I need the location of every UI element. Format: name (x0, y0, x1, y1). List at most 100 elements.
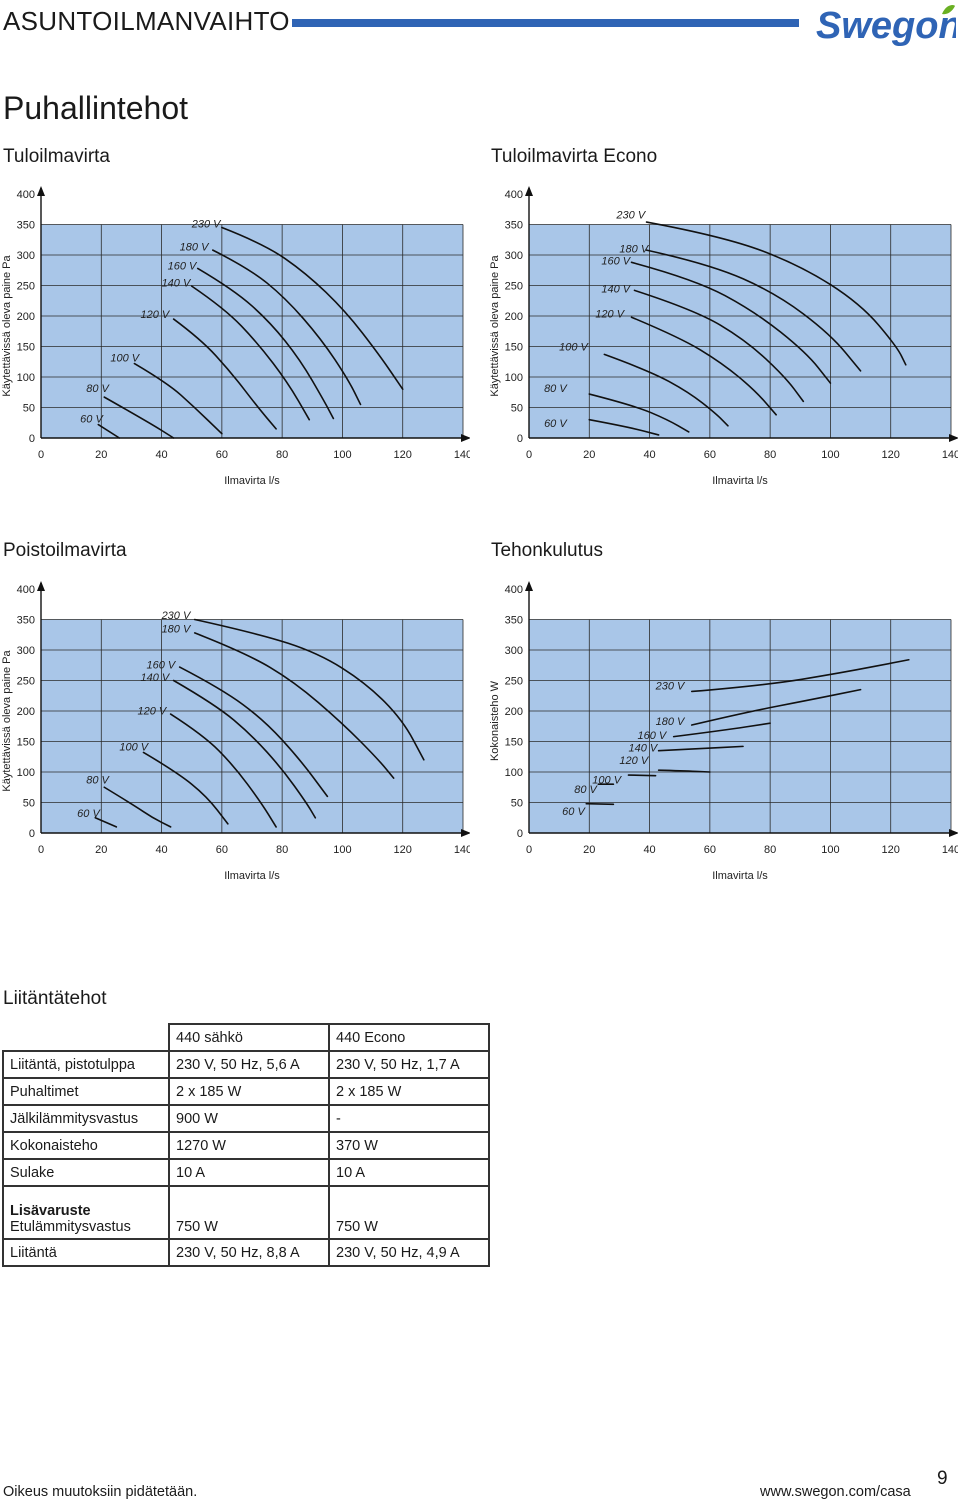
table-header-cell (3, 1024, 169, 1052)
series-label: 100 V (592, 774, 622, 786)
table-cell: 1270 W (168, 1132, 329, 1160)
y-tick-label: 350 (17, 615, 35, 627)
x-tick-label: 80 (276, 449, 288, 461)
x-tick-label: 140 (942, 844, 958, 856)
series-label: 230 V (161, 610, 192, 622)
series-line (603, 353, 729, 427)
footer-website-link[interactable]: www.swegon.com/casa (760, 1484, 911, 1500)
series-line (97, 423, 121, 439)
chart-supply-econo: 0 50 100 150 200 250 300 350 400 0 20 40 60 80 100 120 1… (488, 182, 960, 489)
x-tick-label: 120 (882, 844, 900, 856)
y-tick-label: 300 (17, 250, 35, 262)
x-axis-label: Ilmavirta l/s (224, 870, 280, 879)
x-tick-label: 60 (216, 449, 228, 461)
y-axis-label: Käytettävissä oleva paine Pa (1, 649, 13, 791)
x-tick-label: 100 (333, 449, 351, 461)
series-line (212, 249, 362, 406)
y-axis-arrow (525, 581, 533, 591)
y-tick-label: 0 (517, 433, 523, 445)
table-row: Liitäntä 230 V, 50 Hz, 8,8 A 230 V, 50 H… (2, 1239, 490, 1267)
table-cell: 2 x 185 W (168, 1078, 329, 1106)
series-line (630, 316, 777, 416)
x-axis-arrow (461, 829, 471, 837)
chart-exhaust: 0 50 100 150 200 250 300 350 400 0 20 40 60 80 100 120 1… (0, 577, 472, 884)
x-tick-label: 140 (454, 844, 470, 856)
plot-area (41, 619, 463, 833)
plot-area (529, 619, 951, 833)
y-tick-label: 150 (505, 342, 523, 354)
page-title: Puhallintehot (3, 90, 189, 126)
chart-supply-econo-svg: 0 50 100 150 200 250 300 350 400 0 20 40 60 80 100 120 1… (489, 186, 960, 487)
x-tick-label: 20 (583, 449, 595, 461)
x-tick-label: 140 (454, 449, 470, 461)
series-line (690, 658, 910, 693)
table-cell: 230 V, 50 Hz, 5,6 A (168, 1051, 329, 1079)
y-tick-label: 50 (23, 798, 35, 810)
series-label: 180 V (619, 243, 649, 255)
x-tick-label: 20 (583, 844, 595, 856)
table-cell-label: Jälkilämmitysvastus (2, 1105, 169, 1133)
x-tick-label: 60 (216, 844, 228, 856)
y-axis-label: Käytettävissä oleva paine Pa (489, 254, 501, 396)
chart-exhaust-svg: 0 50 100 150 200 250 300 350 400 0 20 40 60 80 100 120 1… (1, 581, 472, 882)
series-label: 60 V (562, 806, 586, 818)
series-line (630, 261, 832, 384)
y-tick-label: 100 (17, 767, 35, 779)
y-tick-label: 200 (17, 706, 35, 718)
series-label: 140 V (628, 743, 658, 755)
y-tick-label: 300 (505, 250, 523, 262)
series-label: 60 V (544, 418, 568, 430)
series-label: 230 V (615, 210, 646, 222)
x-tick-label: 120 (394, 844, 412, 856)
y-tick-label: 150 (505, 737, 523, 749)
x-tick-label: 20 (95, 844, 107, 856)
y-tick-label: 400 (17, 584, 35, 596)
series-line (221, 226, 404, 390)
series-label: 120 V (619, 755, 649, 767)
series-label: 120 V (140, 309, 170, 321)
y-axis-arrow (37, 186, 45, 196)
accessory-heading: Lisävaruste (10, 1203, 91, 1219)
leaf-icon (942, 4, 955, 15)
x-tick-label: 60 (704, 844, 716, 856)
table-row: Lisävaruste Etulämmitysvastus 750 W 750 … (2, 1186, 490, 1240)
table-row: Puhaltimet 2 x 185 W 2 x 185 W (2, 1078, 490, 1106)
x-tick-label: 140 (942, 449, 958, 461)
series-label: 160 V (638, 730, 668, 742)
header-title: ASUNTOILMANVAIHTO (3, 6, 290, 36)
series-line (172, 679, 317, 819)
y-axis-label: Kokonaisteho W (489, 680, 501, 761)
y-tick-label: 150 (17, 342, 35, 354)
series-line (690, 688, 862, 726)
accessory-label: Etulämmitysvastus (10, 1219, 131, 1235)
series-line (633, 289, 805, 403)
table-header-cell: 440 sähkö (168, 1023, 329, 1052)
x-tick-label: 0 (526, 844, 532, 856)
y-tick-label: 250 (505, 281, 523, 293)
table-cell: 750 W (328, 1186, 490, 1240)
series-label: 80 V (86, 383, 110, 395)
table-cell-label: Liitäntä, pistotulppa (2, 1051, 169, 1079)
series-label: 60 V (80, 413, 104, 425)
y-tick-label: 0 (517, 828, 523, 840)
series-label: 80 V (86, 774, 110, 786)
series-line (193, 618, 425, 761)
table-row: Sulake 10 A 10 A (2, 1159, 490, 1187)
y-tick-label: 50 (511, 798, 523, 810)
series-line (193, 632, 395, 779)
series-line (190, 285, 311, 421)
chart-power: 0 50 100 150 200 250 300 350 400 0 20 40 60 80 100 120 1… (488, 577, 960, 884)
page-number: 9 (937, 1468, 948, 1489)
chart-supply: 0 50 100 150 200 250 300 350 400 0 20 40 60 80 100 120 1… (0, 182, 472, 489)
series-line (627, 774, 657, 777)
y-axis-arrow (37, 581, 45, 591)
series-line (645, 249, 862, 372)
x-tick-label: 100 (821, 844, 839, 856)
series-label: 80 V (544, 383, 568, 395)
series-line (645, 221, 907, 366)
x-axis-arrow (949, 434, 959, 442)
series-line (585, 802, 615, 806)
series-label: 80 V (574, 784, 598, 796)
y-tick-label: 250 (17, 281, 35, 293)
section-title-supply: Tuloilmavirta (3, 146, 110, 167)
